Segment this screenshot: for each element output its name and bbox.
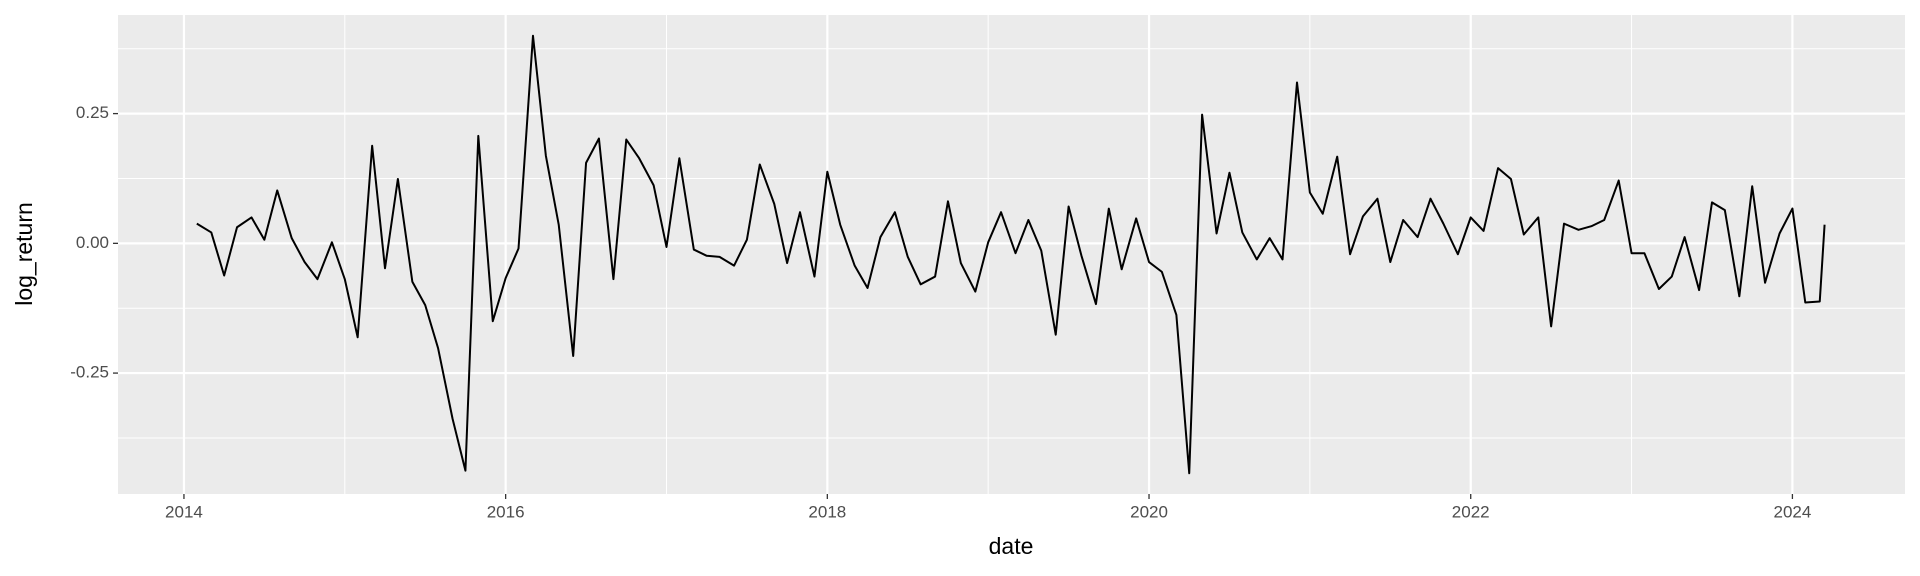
x-tick-label: 2016 (487, 502, 525, 521)
x-tick-label: 2024 (1773, 502, 1811, 521)
y-tick-label: -0.25 (70, 363, 109, 382)
y-axis-title: log_return (11, 202, 37, 306)
x-tick-label: 2020 (1130, 502, 1168, 521)
x-tick-label: 2014 (165, 502, 203, 521)
y-tick-label: 0.00 (76, 233, 109, 252)
x-axis-title: date (989, 533, 1034, 559)
y-tick-label: 0.25 (76, 103, 109, 122)
x-tick-label: 2018 (808, 502, 846, 521)
x-tick-label: 2022 (1452, 502, 1490, 521)
plot-panel (118, 15, 1905, 494)
data-line (196, 34, 1826, 475)
